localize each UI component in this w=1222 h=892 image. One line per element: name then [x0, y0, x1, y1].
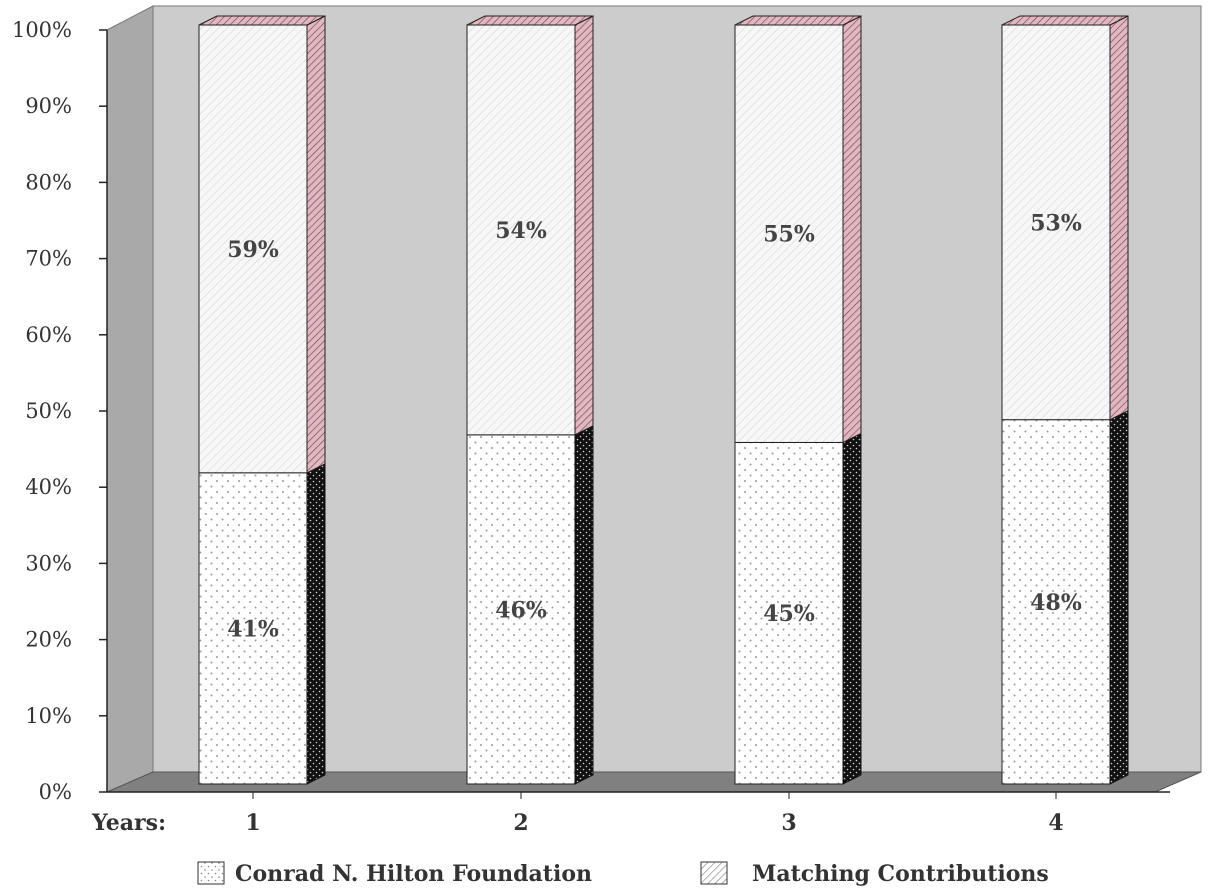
legend-label-matching: Matching Contributions	[752, 861, 1049, 887]
data-label-hilton: 41%	[227, 616, 279, 642]
data-label-hilton: 46%	[495, 597, 547, 623]
category-label: 2	[513, 810, 528, 836]
bar-group-year-3: 45% 55%	[734, 15, 862, 785]
bar-hilton-side	[1109, 409, 1129, 785]
bar-matching-side	[574, 15, 594, 436]
bar-top-cap	[734, 15, 862, 26]
legend-swatch-matching	[700, 861, 728, 885]
bar-top-cap	[466, 15, 594, 26]
bar-hilton-side	[842, 432, 862, 785]
y-tick-label: 40%	[25, 475, 72, 499]
y-tick-label: 70%	[25, 247, 72, 271]
y-tick-label: 50%	[25, 399, 72, 423]
data-label-matching: 54%	[495, 218, 547, 244]
y-tick-label: 20%	[25, 628, 72, 652]
data-label-hilton: 45%	[763, 601, 815, 627]
bar-hilton-side	[574, 425, 594, 785]
x-axis: 1 2 3 4	[245, 792, 1064, 836]
y-tick-label: 30%	[25, 551, 72, 575]
x-axis-label: Years:	[91, 810, 166, 836]
data-label-matching: 53%	[1030, 210, 1082, 236]
y-axis: 0% 10% 20% 30% 40% 50% 60% 70% 80% 90% 100%	[12, 18, 107, 804]
bar-hilton	[1001, 419, 1111, 785]
bar-matching-side	[306, 15, 326, 474]
category-label: 1	[245, 810, 260, 836]
bar-group-year-1: 41% 59%	[198, 15, 326, 785]
y-tick-label: 10%	[25, 704, 72, 728]
side-wall	[106, 5, 154, 793]
bars: 41% 59% 46% 54% 45% 55% 48% 53%	[198, 15, 1129, 785]
y-tick-label: 90%	[25, 94, 72, 118]
bar-top-cap	[198, 15, 326, 26]
category-label: 4	[1048, 810, 1063, 836]
bar-group-year-2: 46% 54%	[466, 15, 594, 785]
bar-matching-side	[1109, 15, 1129, 421]
bar-top-cap	[1001, 15, 1129, 26]
y-tick-label: 60%	[25, 323, 72, 347]
legend-swatch-hilton	[197, 861, 225, 885]
bar-group-year-4: 48% 53%	[1001, 15, 1129, 785]
bar-matching	[1001, 24, 1111, 421]
y-tick-label: 0%	[39, 780, 72, 804]
data-label-matching: 55%	[763, 222, 815, 248]
bar-matching-side	[842, 15, 862, 444]
data-label-matching: 59%	[227, 237, 279, 263]
bar-matching	[466, 24, 576, 436]
bar-hilton	[734, 441, 844, 785]
legend: Conrad N. Hilton Foundation Matching Con…	[197, 861, 1049, 887]
category-label: 3	[781, 810, 796, 836]
bar-hilton-side	[306, 463, 326, 785]
data-label-hilton: 48%	[1030, 590, 1082, 616]
legend-label-hilton: Conrad N. Hilton Foundation	[235, 861, 592, 887]
y-tick-label: 80%	[25, 170, 72, 194]
y-tick-label: 100%	[12, 18, 72, 42]
